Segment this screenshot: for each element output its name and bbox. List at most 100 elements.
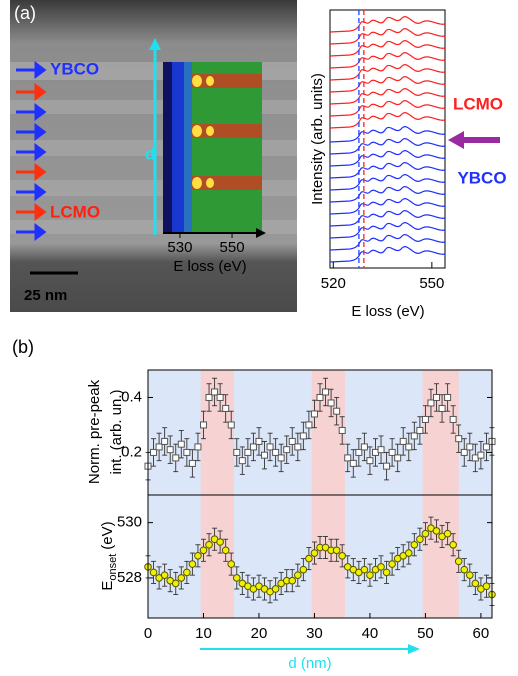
data-point	[333, 407, 341, 415]
x-axis-label: E loss (eV)	[351, 303, 424, 320]
data-point	[161, 437, 169, 445]
lcmo-band	[200, 495, 234, 618]
data-point	[310, 410, 318, 418]
x-tick-label: 0	[144, 625, 152, 642]
data-point	[316, 393, 324, 401]
data-point	[455, 435, 463, 443]
data-point	[443, 529, 452, 538]
data-point	[188, 560, 197, 568]
data-point	[366, 571, 374, 579]
data-point	[449, 540, 457, 549]
data-point	[344, 454, 352, 462]
x-axis-label: d (nm)	[288, 655, 331, 672]
data-point	[271, 585, 280, 593]
data-point	[244, 448, 252, 456]
interface-arrow	[448, 131, 500, 149]
data-point	[466, 443, 474, 451]
x-tick-label: 30	[306, 625, 323, 642]
data-point	[482, 582, 491, 591]
d-axis-arrow	[200, 644, 420, 654]
data-point	[160, 571, 169, 579]
data-point	[294, 443, 302, 451]
data-point	[171, 579, 180, 588]
data-point	[266, 443, 274, 451]
y-axis-label: Intensity (arb. units)	[309, 73, 326, 205]
data-point	[432, 527, 441, 535]
y-label-sub: onset	[107, 554, 119, 581]
data-point	[382, 568, 391, 577]
data-point	[438, 404, 446, 412]
data-point	[211, 388, 219, 396]
data-point	[155, 443, 163, 451]
data-point	[150, 448, 158, 456]
data-point	[177, 440, 185, 448]
panel-label: (b)	[12, 337, 34, 357]
data-point	[288, 437, 296, 445]
data-point	[360, 565, 369, 574]
x-tick-label: 550	[220, 239, 245, 256]
data-point	[477, 451, 485, 459]
data-point	[421, 529, 430, 538]
spectra-frame	[329, 9, 446, 269]
data-point	[349, 459, 357, 467]
y-axis-label: int. (arb. un.)	[108, 389, 125, 474]
d-label: d	[145, 144, 155, 163]
data-point	[305, 554, 313, 563]
panel-label: (a)	[14, 3, 36, 23]
y-label-main: E	[99, 581, 116, 591]
x-tick-label: 60	[473, 625, 490, 642]
data-point	[366, 457, 374, 465]
d-arrow	[149, 38, 161, 235]
data-point	[454, 557, 463, 566]
data-point	[299, 432, 307, 440]
data-point	[205, 540, 213, 549]
scale-bar-label: 25 nm	[24, 287, 67, 304]
data-point	[222, 404, 230, 412]
data-point	[183, 448, 191, 456]
data-point	[305, 421, 313, 429]
plot-frame	[147, 494, 493, 619]
x-tick-label: 530	[167, 239, 192, 256]
data-point	[460, 565, 469, 574]
data-point	[299, 565, 308, 574]
spectra-label: LCMO	[453, 94, 503, 113]
layer-label: LCMO	[50, 202, 100, 221]
data-point	[183, 568, 191, 577]
data-point	[277, 454, 285, 462]
data-point	[294, 571, 302, 579]
data-point	[421, 415, 429, 423]
data-point	[283, 446, 291, 454]
data-point	[238, 457, 246, 465]
data-point	[249, 443, 257, 451]
layer-label: YBCO	[50, 59, 99, 78]
data-point	[227, 560, 236, 568]
data-point	[327, 399, 335, 407]
data-point	[338, 426, 346, 434]
data-point	[405, 443, 413, 451]
data-point	[272, 448, 280, 456]
data-point	[322, 388, 330, 396]
y-axis-label: Norm. pre-peak	[86, 379, 103, 484]
data-point	[166, 446, 174, 454]
data-point	[227, 421, 235, 429]
spectra-curves	[329, 16, 446, 263]
data-point	[466, 571, 474, 579]
data-point	[216, 393, 224, 401]
x-axis-label: E loss (eV)	[173, 258, 246, 275]
data-point	[232, 574, 241, 582]
data-point	[360, 443, 368, 451]
y-tick-label: 530	[117, 514, 142, 531]
data-point	[255, 437, 263, 445]
x-tick-label: 520	[321, 275, 346, 292]
data-point	[261, 451, 269, 459]
data-point	[482, 443, 490, 451]
data-point	[460, 448, 468, 456]
data-point	[338, 552, 346, 560]
data-point	[205, 393, 213, 401]
data-point	[444, 393, 452, 401]
y-axis-label: Eonset (eV)	[99, 521, 119, 590]
data-point	[310, 549, 319, 557]
data-point	[199, 421, 207, 429]
